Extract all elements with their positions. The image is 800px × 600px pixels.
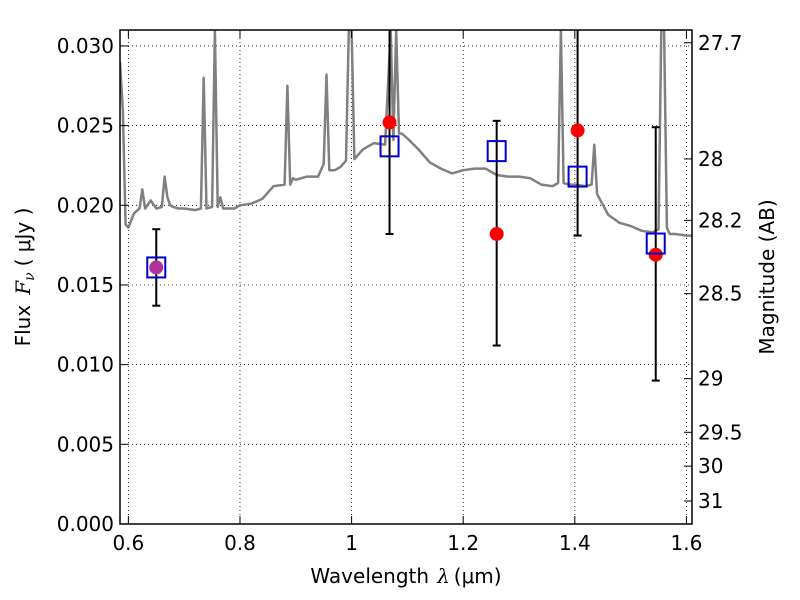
x-axis-label-unit: (μm) [454,564,502,588]
plot-background [120,30,692,524]
y2-tick-label: 29 [698,367,723,391]
y2-tick-label: 29.5 [698,420,743,444]
y2-tick-label: 28.5 [698,282,743,306]
y-tick-label: 0.010 [57,353,114,377]
x-tick-label: 1 [345,531,358,555]
observed-point [149,260,164,275]
y2-tick-label: 28.2 [698,208,743,232]
y-axis-label-symbol: F [11,280,35,296]
observed-point [648,247,663,262]
model-point [645,232,666,255]
x-axis-ticks: 0.6 0.8 1 1.2 1.4 1.6 [112,30,702,555]
observed-point [489,226,504,241]
y2-tick-label: 27.7 [698,31,743,55]
plot-frame [119,29,693,525]
y-axis-label-prefix: Flux [11,305,35,347]
model-point [567,165,588,188]
y-tick-label: 0.005 [57,432,114,456]
model-point [486,140,507,163]
y-tick-label: 0.015 [57,273,114,297]
model-points-layer [146,135,666,279]
x-axis-label-symbol: λ [436,564,450,588]
y2-axis-label: Magnitude (AB) [755,199,779,354]
y2-axis-ticks: 27.7 28 28.2 28.5 29 29.5 30 31 [684,31,743,513]
model-point [146,256,167,279]
x-axis-label-prefix: Wavelength [310,564,429,588]
y-tick-label: 0.020 [57,193,114,217]
y2-tick-label: 30 [698,454,723,478]
x-axis-label: Wavelength λ (μm) [310,564,501,588]
x-tick-label: 0.8 [224,531,256,555]
x-tick-label: 0.6 [112,531,144,555]
x-tick-label: 1.6 [671,531,703,555]
y-tick-label: 0.025 [57,114,114,138]
observed-point [382,115,397,130]
spectrum-line [120,30,692,237]
observed-point [570,123,585,138]
y2-tick-label: 31 [698,489,723,513]
y-axis-ticks: 0.000 0.005 0.010 0.015 0.020 0.025 0.030 [57,34,128,536]
observed-points-layer [149,115,663,275]
y-axis-label-unit: ( μJy ) [11,208,35,267]
x-tick-label: 1.2 [447,531,479,555]
model-spectrum-layer [120,30,692,237]
model-point [379,135,400,158]
y-axis-label-subscript: ν [22,272,38,281]
y-axis-label: Flux Fν ( μJy ) [11,208,38,347]
y2-tick-label: 28 [698,147,723,171]
y-tick-label: 0.000 [57,512,114,536]
y-tick-label: 0.030 [57,34,114,58]
x-tick-label: 1.4 [559,531,591,555]
